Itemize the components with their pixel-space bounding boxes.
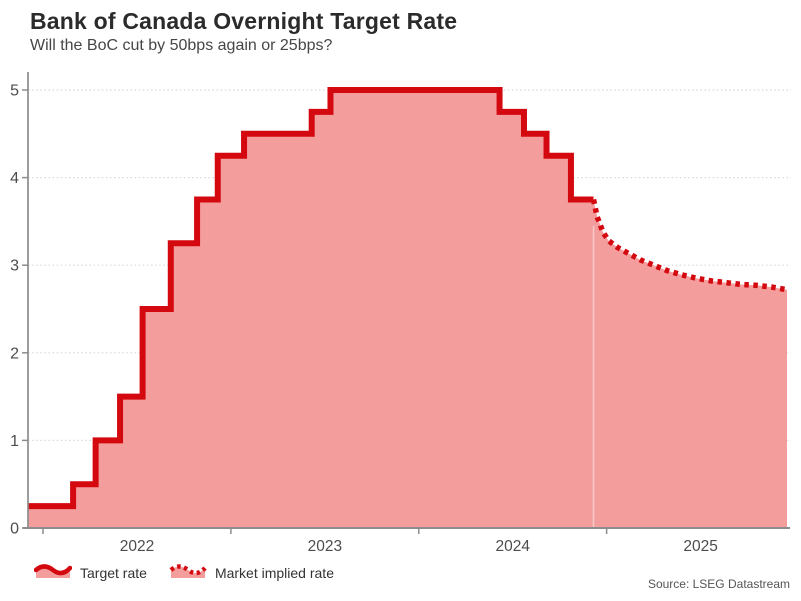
chart-title: Bank of Canada Overnight Target Rate bbox=[30, 8, 458, 34]
x-tick-label-2023: 2023 bbox=[308, 538, 342, 555]
legend-item-target-rate: Target rate bbox=[33, 561, 147, 584]
x-tick-label-2024: 2024 bbox=[495, 538, 530, 555]
y-tick-label-2: 2 bbox=[10, 345, 19, 362]
source-credit: Source: LSEG Datastream bbox=[647, 577, 790, 591]
y-tick-label-1: 1 bbox=[10, 433, 19, 450]
market-implied-rate-line bbox=[590, 198, 788, 293]
legend-item-market-implied-rate: Market implied rate bbox=[169, 561, 334, 584]
y-tick-label-4: 4 bbox=[10, 170, 19, 187]
legend-label-target-rate: Target rate bbox=[80, 564, 147, 581]
x-tick-label-2022: 2022 bbox=[120, 538, 154, 555]
y-tick-label-3: 3 bbox=[10, 258, 19, 275]
target-rate-line bbox=[28, 87, 594, 510]
y-tick-label-5: 5 bbox=[10, 83, 19, 100]
target-rate-swatch-icon bbox=[33, 561, 73, 584]
x-tick-label-2025: 2025 bbox=[683, 538, 717, 555]
market-implied-rate-swatch-icon bbox=[169, 561, 207, 584]
legend-label-market-implied-rate: Market implied rate bbox=[214, 564, 334, 581]
y-tick-label-0: 0 bbox=[10, 521, 19, 538]
chart-subtitle: Will the BoC cut by 50bps again or 25bps… bbox=[30, 37, 333, 54]
legend: Target rate Market implied rate bbox=[33, 561, 334, 584]
